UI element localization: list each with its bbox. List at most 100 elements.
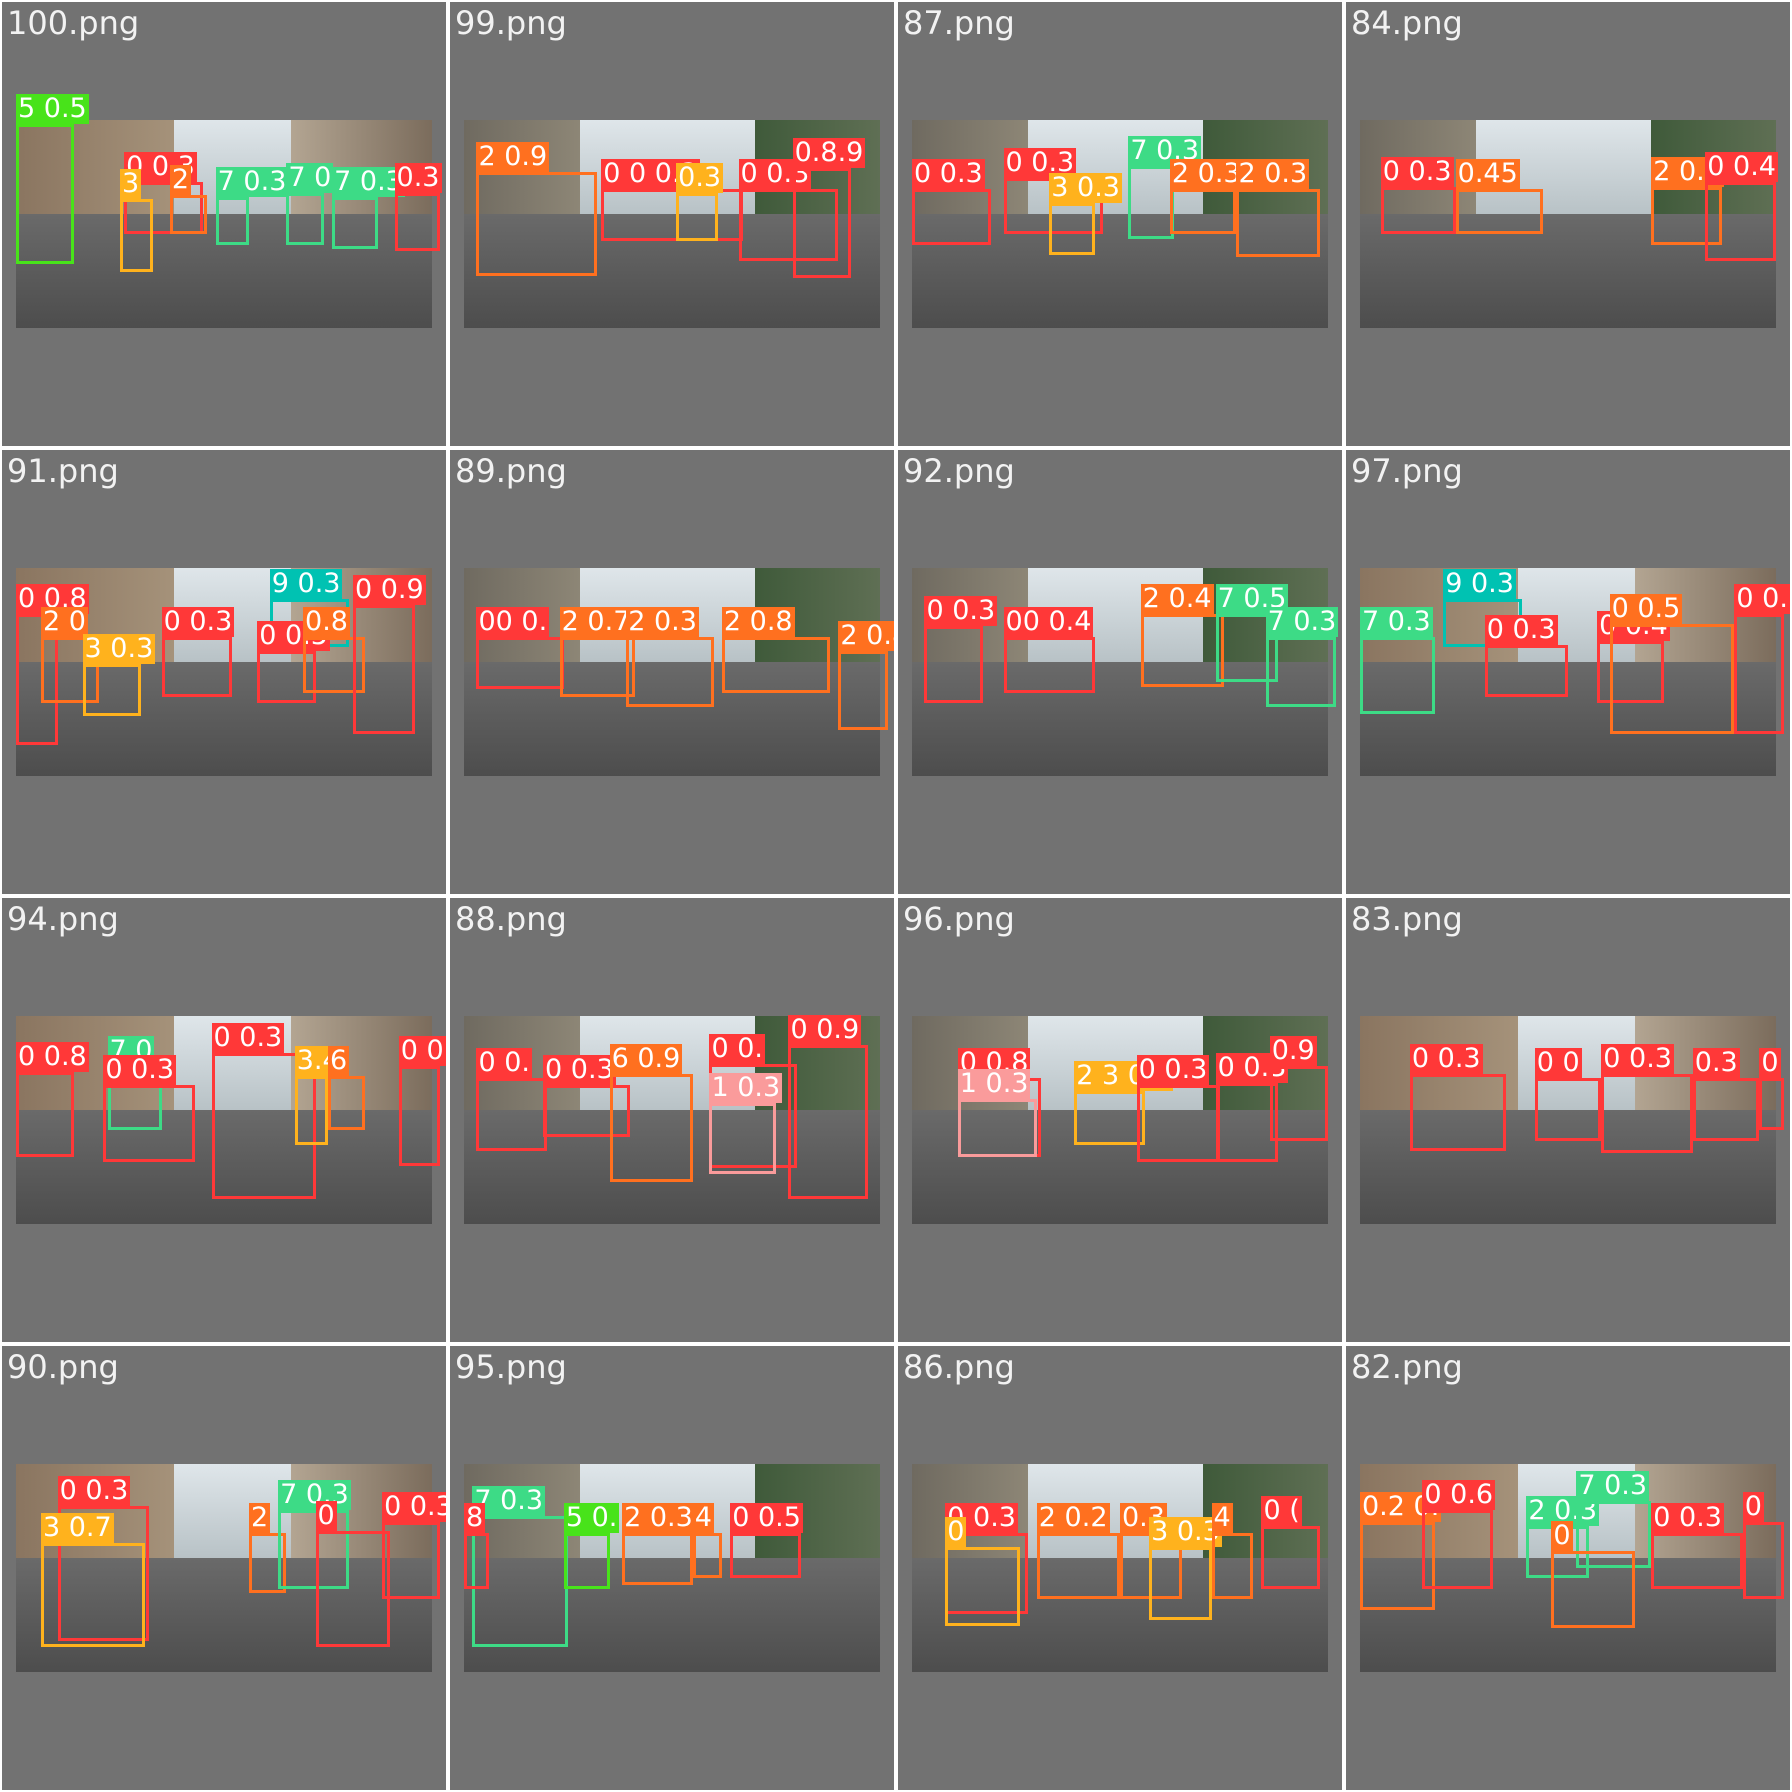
image-tile[interactable]: 86.png 0 0.3 0 2 0.2 0.3 3 0.3 4 0 ( (898, 1346, 1342, 1790)
tile-filename: 83.png (1351, 900, 1463, 938)
detection-label: 0 0.3 (1136, 1053, 1210, 1085)
detection-label: 7 0.3 (215, 165, 289, 197)
detection-box (1215, 1082, 1279, 1162)
detection-label: 0 0.5 (1609, 593, 1683, 625)
detection-box (476, 636, 564, 689)
detection-box (1261, 1526, 1320, 1589)
tile-filename: 87.png (903, 4, 1015, 42)
detection-label: 0 0.3 (1380, 155, 1454, 187)
detection-label: 3 0.3 (1049, 172, 1122, 204)
detection-box (609, 1074, 693, 1183)
detection-label: 0 0.8 (16, 1041, 89, 1073)
detection-label: 0 0.3 (57, 1474, 131, 1506)
detection-box (1597, 640, 1664, 704)
detection-label: 0 0.3 (1651, 1501, 1724, 1533)
detection-label: 9 0.3 (1443, 568, 1516, 600)
detection-box (1074, 1090, 1145, 1145)
detection-label: 00 0. (476, 605, 550, 637)
image-tile[interactable]: 96.png 0 0.8 1 0.3 2 3 0.3 0 0.3 0 0.3 0.9 (898, 898, 1342, 1342)
detection-label: 0 0.3 (103, 1053, 177, 1085)
image-tile[interactable]: 83.png 0 0.3 0 0 0 0.3 0.3 0 (1346, 898, 1790, 1342)
detection-label: 0 0.3 (912, 157, 985, 189)
detection-label: 2 0.3 (1169, 157, 1243, 189)
detection-box (1705, 182, 1776, 262)
road-surface (912, 1109, 1328, 1224)
detection-box (709, 1103, 776, 1175)
detection-label: 2 0.3 (626, 605, 699, 637)
detection-box (16, 124, 75, 264)
detection-label: 4 (692, 1501, 714, 1533)
detection-box (82, 663, 141, 716)
street-scene-image: 2 0.9 0 0 0.3 0.3 0 0.3 0.8.9 (464, 120, 880, 328)
tile-filename: 95.png (455, 1348, 567, 1386)
detection-box (57, 1505, 150, 1641)
detection-box (1211, 1532, 1254, 1600)
detection-box (120, 199, 154, 272)
detection-label: 0 (1742, 1491, 1764, 1523)
tile-filename: 94.png (7, 900, 119, 938)
tile-filename: 82.png (1351, 1348, 1463, 1386)
street-scene-image: 0 0.3 0 0.3 3 0.3 7 0.3 2 0.3 2 0.3 (912, 120, 1328, 328)
image-tile[interactable]: 89.png 00 0. 2 0.72 0.3 2 0.8 2 0.8 (450, 450, 894, 894)
detection-label: 2 0.3 (1236, 157, 1310, 189)
street-scene-image: 7 0.3 8 5 0. 2 0.3 4 0 0.5 (464, 1464, 880, 1672)
detection-box (1169, 188, 1237, 235)
detection-label: 8 (464, 1501, 486, 1533)
image-tile[interactable]: 84.png 0 0.3 0.45 2 0.3 0 0.4 (1346, 2, 1790, 446)
detection-box (1551, 1551, 1635, 1629)
detection-box (476, 1078, 548, 1152)
detection-label: 0 0.9 (788, 1014, 862, 1046)
detection-box (1455, 188, 1544, 235)
image-tile[interactable]: 97.png 7 0.3 9 0.3 0 0.3 0 0.4 0 0.5 0 0. (1346, 450, 1790, 894)
detection-box (476, 172, 598, 276)
street-scene-image: 0 0.8 1 0.3 2 3 0.3 0 0.3 0 0.3 0.9 (912, 1016, 1328, 1224)
tile-filename: 89.png (455, 452, 567, 490)
detection-label: 0 (945, 1516, 967, 1548)
image-tile[interactable]: 92.png 0 0.3 00 0.4 2 0.4 7 0.5 7 0.3 (898, 450, 1342, 894)
detection-box (303, 636, 366, 693)
detection-box (543, 1084, 631, 1137)
detection-box (40, 1543, 145, 1648)
road-surface (1360, 1109, 1776, 1224)
image-tile[interactable]: 95.png 7 0.3 8 5 0. 2 0.3 4 0 0.5 (450, 1346, 894, 1790)
detection-box (169, 194, 208, 235)
tile-filename: 84.png (1351, 4, 1463, 42)
detection-box (626, 636, 714, 708)
road-surface (912, 213, 1328, 328)
image-tile[interactable]: 87.png 0 0.3 0 0.3 3 0.3 7 0.3 2 0.3 2 0.3 (898, 2, 1342, 446)
image-tile[interactable]: 90.png 0 0.3 3 0.7 2 7 0.3 0 0 0.3 (2, 1346, 446, 1790)
detection-box (1215, 613, 1279, 683)
detection-label: 5 0.5 (16, 93, 89, 125)
tile-filename: 92.png (903, 452, 1015, 490)
image-tile[interactable]: 99.png 2 0.9 0 0 0.3 0.3 0 0.3 0.8.9 (450, 2, 894, 446)
detection-label: 7 0.3 (1128, 134, 1202, 166)
detection-box (1003, 636, 1096, 693)
detection-label: 0 0 (1534, 1047, 1582, 1079)
road-surface (464, 661, 880, 776)
detection-label: 2 0.7 (559, 605, 633, 637)
detection-box (215, 196, 249, 245)
road-surface (464, 1557, 880, 1672)
detection-box (912, 188, 992, 245)
detection-box (957, 1099, 1037, 1158)
detection-label: 2 0.8 (721, 605, 795, 637)
image-tile[interactable]: 88.png 0 0. 0 0.3 6 0.9 0 0. 1 0.3 0 0.9 (450, 898, 894, 1342)
detection-box (1422, 1509, 1494, 1589)
detection-box (1651, 186, 1722, 245)
detection-box (1609, 624, 1735, 735)
detection-box (161, 636, 233, 697)
image-tile[interactable]: 82.png 0.2 0. 0 0.6 2 0.3 7 0.3 0 0 0.3 0 (1346, 1346, 1790, 1790)
detection-label: 0 0. (709, 1032, 765, 1064)
detection-box (563, 1532, 610, 1589)
detection-label: 0 0.9 (398, 1035, 446, 1066)
detection-box (945, 1547, 1021, 1627)
road-surface (16, 1557, 432, 1672)
detection-label: 0 0.3 (161, 605, 235, 637)
tile-filename: 96.png (903, 900, 1015, 938)
street-scene-image: 7 0.3 9 0.3 0 0.3 0 0.4 0 0.5 0 0. (1360, 568, 1790, 776)
road-surface (464, 1109, 880, 1224)
